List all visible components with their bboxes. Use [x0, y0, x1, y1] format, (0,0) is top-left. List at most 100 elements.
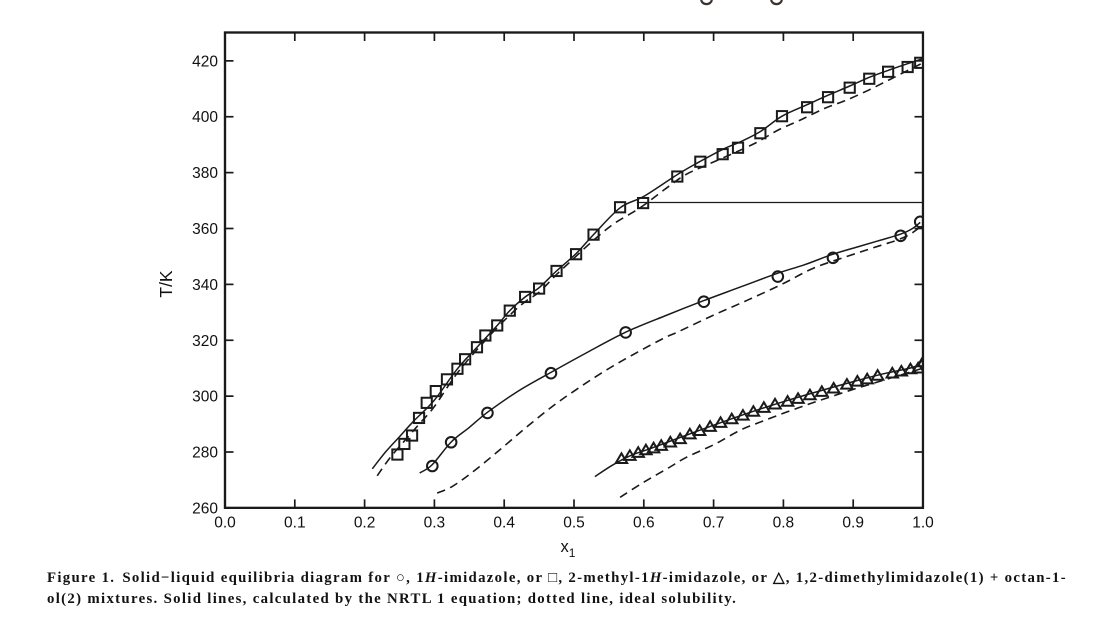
triangle-marker-18: [790, 391, 806, 404]
bottom-mask: [0, 509, 1120, 562]
x-tick-label-0.4: 0.4: [493, 514, 515, 531]
square-marker-20: [671, 170, 684, 183]
square-marker-6: [440, 373, 454, 386]
triangle-marker-22: [839, 377, 855, 390]
triangle-marker-23: [849, 374, 865, 387]
x-tick-label-0.7: 0.7: [703, 514, 725, 531]
square-marker-15: [550, 264, 563, 278]
circle-marker-0: [426, 459, 439, 473]
square-marker-11: [491, 319, 504, 332]
triangle-marker-10: [702, 419, 718, 432]
triangle-marker-16: [767, 396, 783, 410]
x-tick-label-1.0: 1.0: [912, 514, 934, 531]
square-marker-25: [775, 110, 789, 123]
y-tick-label-380: 380: [192, 165, 218, 182]
x-axis-title-subscript: 1: [569, 546, 576, 560]
x-tick-label-0.5: 0.5: [563, 514, 585, 531]
y-tick-label-260: 260: [192, 500, 218, 517]
triangle-marker-19: [802, 387, 818, 401]
triangle-marker-17: [780, 394, 796, 407]
ideal-solubility-curve-1: [376, 62, 924, 477]
square-marker-5: [429, 385, 442, 398]
figure-caption-segment-0: Solid−liquid equilibria diagram for ○, 1: [122, 570, 425, 586]
ideal-solubility-curve-5: [619, 367, 924, 498]
square-marker-3: [412, 411, 426, 425]
figure-caption-segment-2: -imidazole, or □, 2-methyl-1: [437, 570, 650, 586]
triangle-marker-24: [859, 371, 875, 385]
square-marker-27: [821, 91, 835, 104]
square-marker-12: [503, 304, 516, 317]
y-tick-label-400: 400: [192, 109, 218, 126]
y-tick-label-280: 280: [192, 445, 218, 462]
square-marker-14: [533, 282, 546, 295]
x-tick-label-0.1: 0.1: [284, 514, 306, 531]
circle-marker-6: [771, 270, 785, 283]
triangle-marker-21: [826, 380, 842, 394]
circle-marker-1: [444, 435, 458, 449]
triangle-marker-27: [893, 363, 909, 377]
triangle-marker-8: [682, 426, 698, 440]
nrtl-curve-0: [371, 57, 924, 470]
circle-marker-5: [697, 295, 711, 309]
square-marker-23: [731, 141, 745, 154]
square-marker-0: [391, 448, 404, 461]
triangle-marker-25: [870, 368, 886, 381]
triangle-marker-15: [756, 400, 772, 413]
square-marker-17: [587, 228, 600, 241]
square-marker-31: [901, 60, 914, 74]
triangle-marker-26: [884, 365, 900, 379]
nrtl-curve-2: [419, 221, 921, 474]
triangle-marker-12: [724, 411, 740, 425]
circle-marker-7: [826, 251, 840, 265]
triangle-marker-5: [653, 438, 669, 451]
plot-frame-redraw: [223, 31, 925, 509]
plot-frame: [223, 31, 925, 509]
triangle-marker-13: [735, 408, 751, 421]
x-tick-label-0.0: 0.0: [214, 514, 236, 531]
figure-caption-label: Figure 1.: [47, 570, 116, 586]
square-marker-28: [843, 81, 856, 94]
square-marker-16: [569, 248, 583, 261]
square-marker-29: [863, 72, 876, 85]
right-mask: [924, 0, 1120, 560]
triangle-marker-14: [745, 404, 761, 417]
square-marker-7: [451, 362, 464, 375]
square-marker-2: [405, 429, 419, 442]
y-axis-title: T/K: [156, 270, 176, 298]
y-tick-label-300: 300: [192, 389, 218, 406]
triangle-marker-9: [692, 423, 708, 437]
triangle-marker-29: [910, 360, 926, 374]
y-tick-label-360: 360: [192, 221, 218, 238]
triangle-marker-11: [713, 415, 729, 428]
x-tick-label-0.8: 0.8: [773, 514, 795, 531]
square-marker-9: [470, 341, 484, 354]
header-descender-glyph-0: [700, 0, 713, 6]
circle-marker-3: [544, 366, 558, 380]
x-axis-title-base: x: [561, 538, 570, 556]
figure-caption: Figure 1. Solid−liquid equilibria diagram…: [47, 568, 1088, 610]
circle-marker-4: [619, 326, 632, 339]
square-marker-19: [637, 196, 650, 210]
square-marker-10: [479, 329, 492, 342]
triangle-marker-28: [902, 361, 918, 375]
ideal-solubility-curve-3: [436, 226, 921, 494]
header-descender-glyph-1: [770, 0, 783, 6]
square-marker-4: [420, 396, 433, 409]
figure-caption-segment-3: H: [649, 570, 663, 586]
square-marker-8: [459, 353, 472, 366]
square-marker-24: [754, 127, 767, 140]
square-marker-30: [882, 65, 895, 78]
x-tick-label-0.3: 0.3: [424, 514, 446, 531]
x-tick-label-0.2: 0.2: [354, 514, 376, 531]
triangle-marker-6: [662, 434, 678, 448]
x-tick-label-0.9: 0.9: [842, 514, 864, 531]
triangle-marker-20: [814, 384, 830, 397]
square-marker-13: [519, 290, 532, 304]
figure-caption-segment-4: -imidazole, or △, 1,2-dimethylimidazole(…: [47, 570, 1067, 607]
circle-marker-2: [481, 406, 494, 420]
square-marker-18: [613, 201, 627, 214]
triangle-marker-7: [672, 431, 688, 445]
square-marker-21: [694, 155, 707, 168]
circle-marker-8: [894, 229, 907, 243]
